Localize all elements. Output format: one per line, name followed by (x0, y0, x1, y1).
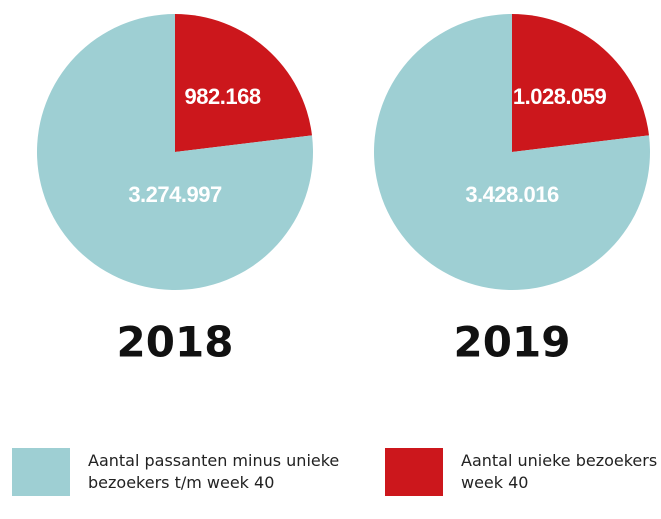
legend-entry: Aantal unieke bezoekers t/m week 40 (385, 448, 661, 496)
pie-slice (175, 14, 312, 152)
value-label: 3.274.997 (128, 182, 222, 207)
value-label: 1.028.059 (513, 84, 607, 109)
legend-label: Aantal unieke bezoekers t/m week 40 (461, 451, 661, 492)
value-label: 982.168 (185, 84, 261, 109)
chart-title: 2018 (117, 318, 234, 367)
charts: 982.168 3.274.997 2018 1.028.059 3.428.016 20… (36, 14, 650, 367)
value-label: 3.428.016 (465, 182, 559, 207)
legend-swatch (12, 448, 70, 496)
pie-slice (512, 14, 649, 152)
chart-title: 2019 (454, 318, 571, 367)
legend-entry: Aantal passanten minus unieke bezoekers … (12, 448, 358, 496)
legend-label: Aantal passanten minus unieke bezoekers … (88, 451, 340, 492)
legend-swatch (385, 448, 443, 496)
pie-slice (374, 14, 650, 290)
pie-slice (36, 14, 313, 290)
